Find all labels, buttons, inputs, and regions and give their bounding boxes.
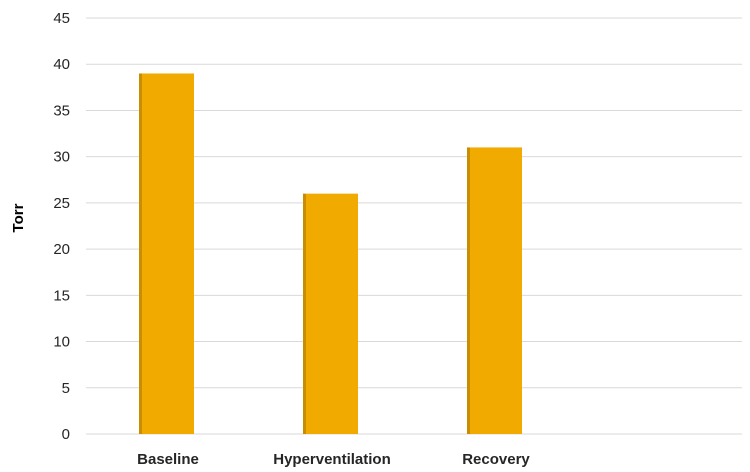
gridlines (86, 17, 742, 435)
bar-shadow (467, 147, 470, 434)
y-tick-label: 30 (53, 149, 70, 166)
y-tick-label: 35 (53, 102, 70, 119)
y-axis-ticks: 0 5 10 15 20 25 30 35 40 45 (53, 10, 70, 443)
y-tick-label: 45 (53, 10, 70, 27)
y-axis-label: Torr (10, 203, 27, 232)
y-tick-label: 25 (53, 195, 70, 212)
x-tick-label: Recovery (462, 451, 530, 468)
y-tick-label: 20 (53, 241, 70, 258)
x-tick-label: Hyperventilation (273, 451, 391, 468)
bar-shadow (303, 193, 306, 434)
x-axis-ticks: Baseline Hyperventilation Recovery (137, 451, 530, 468)
bar-recovery (470, 147, 522, 434)
y-tick-label: 0 (62, 426, 70, 443)
y-tick-label: 5 (62, 380, 70, 397)
bar-shadow (139, 73, 142, 434)
bar-baseline (142, 73, 194, 434)
y-tick-label: 15 (53, 287, 70, 304)
bars (139, 73, 522, 434)
y-tick-label: 10 (53, 334, 70, 351)
bar-hyperventilation (306, 193, 358, 434)
y-tick-label: 40 (53, 56, 70, 73)
x-tick-label: Baseline (137, 451, 199, 468)
